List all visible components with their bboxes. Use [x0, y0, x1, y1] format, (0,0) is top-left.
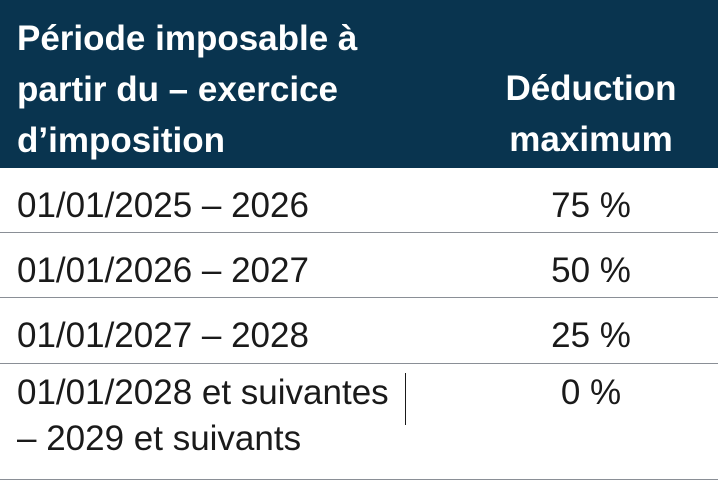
header-period-line: Période imposable à	[17, 19, 358, 58]
period-cell: 01/01/2025 – 2026	[17, 186, 309, 225]
period-line: – 2029 et suivants	[17, 419, 302, 458]
text-cursor	[405, 373, 406, 425]
deduction-cell: 75 %	[551, 186, 631, 225]
period-cell: 01/01/2027 – 2028	[17, 316, 309, 355]
table-row: 01/01/2028 et suivantes – 2029 et suivan…	[0, 364, 718, 476]
table-bottom-rule	[0, 479, 718, 480]
deduction-cell: 25 %	[551, 316, 631, 355]
header-period-line: partir du – exercice	[17, 70, 338, 109]
deduction-cell: 0 %	[560, 373, 622, 412]
table-row: 01/01/2025 – 2026 75 %	[0, 168, 718, 233]
period-cell: 01/01/2028 et suivantes – 2029 et suivan…	[17, 370, 457, 462]
deduction-table: Période imposable à partir du – exercice…	[0, 0, 718, 476]
header-deduction: Déduction maximum	[466, 63, 716, 165]
table-row: 01/01/2026 – 2027 50 %	[0, 233, 718, 298]
header-deduction-line: maximum	[509, 120, 673, 159]
header-deduction-line: Déduction	[505, 69, 677, 108]
header-period: Période imposable à partir du – exercice…	[17, 13, 457, 166]
table-row: 01/01/2027 – 2028 25 %	[0, 298, 718, 364]
header-period-line: d’imposition	[17, 121, 226, 160]
period-line: 01/01/2028 et suivantes	[17, 373, 389, 412]
table-header: Période imposable à partir du – exercice…	[0, 0, 718, 168]
deduction-cell: 50 %	[551, 251, 631, 290]
period-cell: 01/01/2026 – 2027	[17, 251, 309, 290]
